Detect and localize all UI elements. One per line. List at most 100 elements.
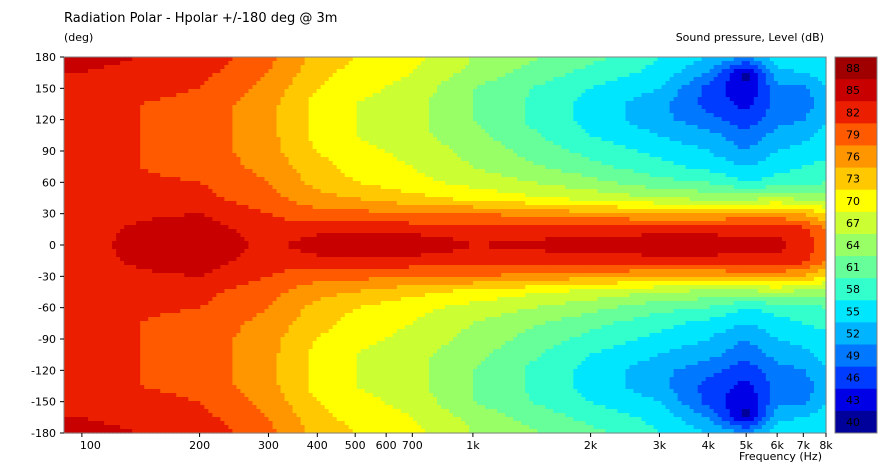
heatmap-cell [188,81,193,86]
heatmap-cell [180,205,185,210]
heatmap-cell [164,137,169,142]
heatmap-cell [220,289,226,294]
heatmap-cell [200,205,205,210]
heatmap-cell [200,181,205,186]
heatmap-cell [136,217,141,222]
heatmap-cell [244,233,250,238]
heatmap-cell [132,345,137,350]
heatmap-cell [176,381,181,386]
heatmap-cell [220,121,226,126]
heatmap-cell [144,421,149,426]
heatmap-cell [164,201,169,206]
heatmap-cell [120,357,125,362]
heatmap-cell [112,333,117,338]
heatmap-cell [84,301,89,306]
heatmap-cell [232,169,238,174]
heatmap-cell [140,89,145,94]
heatmap-cell [88,349,93,354]
heatmap-cell [136,153,141,158]
heatmap-cell [100,377,105,382]
heatmap-cell [208,349,213,354]
heatmap-cell [220,129,226,134]
heatmap-cell [148,149,153,154]
heatmap-cell [160,309,165,314]
heatmap-cell [204,305,209,310]
heatmap-cell [168,241,173,246]
heatmap-cell [164,413,169,418]
heatmap-cell [132,197,137,202]
heatmap-cell [184,385,189,390]
heatmap-cell [64,221,69,226]
heatmap-cell [248,293,254,298]
heatmap-cell [248,425,254,430]
heatmap-cell [248,145,254,150]
heatmap-cell [188,197,193,202]
heatmap-cell [224,313,230,318]
heatmap-cell [252,289,258,294]
heatmap-cell [100,325,105,330]
heatmap-cell [68,221,73,226]
heatmap-cell [192,153,197,158]
heatmap-cell [64,169,69,174]
heatmap-cell [156,297,161,302]
heatmap-cell [248,409,254,414]
heatmap-cell [236,365,242,370]
heatmap-cell [68,153,73,158]
heatmap-cell [216,301,222,306]
heatmap-cell [128,389,133,394]
heatmap-cell [168,405,173,410]
heatmap-cell [104,313,109,318]
heatmap-cell [140,101,145,106]
heatmap-cell [96,205,101,210]
heatmap-cell [136,197,141,202]
heatmap-cell [244,361,250,366]
heatmap-cell [200,409,205,414]
heatmap-cell [92,129,97,134]
heatmap-cell [192,77,197,82]
heatmap-cell [248,357,254,362]
heatmap-cell [176,217,181,222]
heatmap-cell [248,353,254,358]
heatmap-cell [224,389,230,394]
heatmap-cell [64,317,69,322]
heatmap-cell [76,81,81,86]
heatmap-cell [180,65,185,70]
heatmap-cell [272,177,278,182]
heatmap-cell [268,237,274,242]
heatmap-cell [108,137,113,142]
heatmap-cell [96,177,101,182]
heatmap-cell [124,409,129,414]
heatmap-cell [264,429,270,434]
heatmap-cell [220,357,226,362]
heatmap-cell [152,117,157,122]
heatmap-cell [260,241,266,246]
heatmap-cell [128,249,133,254]
heatmap-cell [144,389,149,394]
heatmap-cell [212,281,217,286]
heatmap-cell [272,249,278,254]
heatmap-cell [188,125,193,130]
heatmap-cell [216,341,222,346]
heatmap-cell [128,149,133,154]
heatmap-cell [196,201,201,206]
heatmap-cell [124,85,129,90]
heatmap-cell [84,261,89,266]
heatmap-cell [72,257,77,262]
heatmap-cell [132,149,137,154]
heatmap-cell [168,357,173,362]
heatmap-cell [248,317,254,322]
heatmap-cell [248,365,254,370]
heatmap-cell [84,185,89,190]
heatmap-cell [64,125,69,130]
heatmap-cell [260,93,266,98]
heatmap-cell [240,397,246,402]
heatmap-cell [156,293,161,298]
heatmap-cell [68,325,73,330]
heatmap-cell [132,161,137,166]
heatmap-cell [276,65,282,70]
heatmap-cell [260,349,266,354]
heatmap-cell [232,413,238,418]
heatmap-cell [204,145,209,150]
heatmap-cell [240,229,246,234]
heatmap-cell [200,105,205,110]
